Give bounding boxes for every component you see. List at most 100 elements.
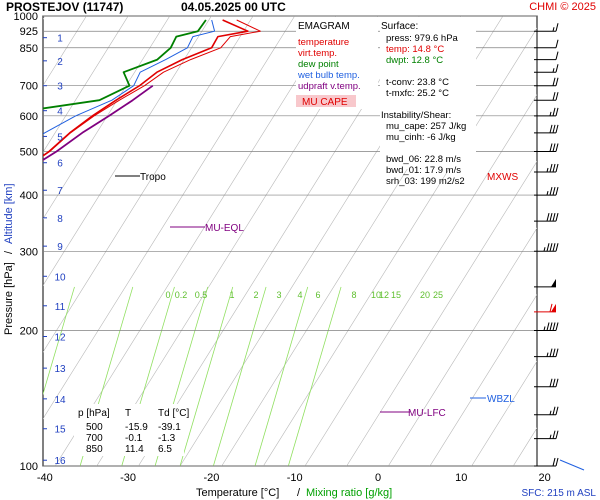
- series-line-wet-bulb-temp-: [43, 19, 216, 135]
- altitude-tick-label: 14: [54, 395, 66, 406]
- wind-barb-full: [549, 243, 553, 252]
- wind-barb-half: [549, 111, 552, 116]
- wind-barb-full: [552, 107, 556, 116]
- surface-stat-line: t-mxfc: 25.2 °C: [386, 88, 449, 99]
- wind-barb-half: [552, 68, 555, 73]
- isotherm-line: [43, 16, 295, 420]
- wind-barb-half: [549, 410, 552, 415]
- mixing-ratio-label: 25: [433, 290, 443, 300]
- mixing-ratio-label: 0.2: [175, 290, 188, 300]
- wind-barb-full: [549, 378, 553, 387]
- wind-barb-full: [555, 143, 559, 152]
- table-cell: 11.4: [125, 444, 144, 455]
- table-cell: 700: [86, 433, 103, 444]
- mixing-ratio-line: [212, 286, 267, 466]
- sfc-height: SFC: 215 m ASL: [522, 488, 597, 499]
- pressure-tick-label: 200: [20, 326, 38, 338]
- altitude-tick-label: 3: [57, 82, 63, 93]
- wind-barb: [534, 107, 559, 117]
- wind-barb-full: [549, 303, 553, 313]
- mu-lfc-label: MU-LFC: [408, 408, 446, 419]
- mixing-ratio-label: 20: [420, 290, 430, 300]
- pressure-tick-label: 1000: [14, 11, 38, 23]
- isotherm-line: [471, 360, 537, 466]
- wind-barb-half: [546, 352, 549, 357]
- wind-barb-full: [555, 39, 559, 48]
- wind-barb-full: [555, 186, 559, 196]
- mixing-ratio-label: 1: [229, 290, 234, 300]
- table-cell: 6.5: [158, 444, 172, 455]
- temperature-tick-label: 10: [455, 472, 467, 484]
- temperature-tick-label: 0: [375, 472, 381, 484]
- table-header: p [hPa]: [78, 408, 110, 419]
- altitude-tick-label: 15: [54, 425, 66, 436]
- legend-entry: virt.temp.: [298, 48, 337, 59]
- credit-link[interactable]: CHMI © 2025: [529, 1, 596, 13]
- altitude-tick-label: 16: [54, 456, 66, 467]
- series-line-dew-point: [43, 19, 207, 110]
- altitude-tick-label: 2: [57, 57, 63, 68]
- wind-barb: [534, 378, 559, 388]
- temperature-tick-label: -30: [120, 472, 136, 484]
- wind-barb: [534, 23, 559, 32]
- pressure-tick-label: 100: [20, 461, 38, 473]
- wind-barb-full: [552, 213, 556, 222]
- table-cell: 850: [86, 444, 103, 455]
- tropo-label: Tropo: [140, 172, 166, 183]
- series-line-temperature: [43, 19, 249, 157]
- wind-barb-full: [555, 348, 559, 357]
- mxws-label: MXWS: [487, 172, 518, 183]
- isotherm-line: [43, 16, 171, 220]
- mixing-ratio-lines: [43, 286, 342, 466]
- mixing-ratio-label: 2: [253, 290, 258, 300]
- mixing-ratio-label: 15: [391, 290, 401, 300]
- legend-entry: temperature: [298, 37, 349, 48]
- temperature-tick-label: -10: [287, 472, 303, 484]
- wind-barb: [534, 430, 559, 440]
- wind-barb-full: [552, 348, 556, 357]
- table-cell: 500: [86, 422, 103, 433]
- surface-stat-line: dwpt: 12.8 °C: [386, 55, 443, 66]
- pressure-ticks: 100 200 300 400 500 600 700 850 925 1000: [14, 11, 38, 473]
- temperature-tick-label: -20: [203, 472, 219, 484]
- altitude-tick-label: 11: [55, 302, 66, 313]
- wind-barb-full: [555, 124, 559, 133]
- surface-stat-line: mu_cinh: -6 J/kg: [386, 132, 456, 143]
- isotherm-line: [43, 16, 254, 353]
- mu-cape-badge-bg: [296, 95, 356, 107]
- pressure-tick-label: 925: [20, 26, 38, 38]
- mixing-ratio-line: [254, 286, 309, 466]
- wind-barb-full: [555, 163, 559, 173]
- table-cell: -0.1: [125, 433, 143, 444]
- surface-box: [380, 17, 476, 169]
- wind-barb: [534, 278, 556, 288]
- surface-stat-line: bwd_01: 17.9 m/s: [386, 165, 461, 176]
- wind-barb: [534, 64, 559, 73]
- temperature-tick-label: -40: [37, 472, 53, 484]
- wind-barb-half: [552, 27, 555, 32]
- wind-barb: [534, 213, 559, 222]
- legend-entry: wet bulb temp.: [297, 70, 360, 81]
- wind-barb-full: [552, 322, 556, 331]
- legend-entry: udpraft v.temp.: [298, 81, 361, 92]
- altitude-tick-label: 9: [57, 242, 63, 253]
- altitude-tick-label: 6: [57, 159, 63, 170]
- wind-barb-full: [555, 51, 559, 60]
- wind-barb-full: [552, 430, 556, 439]
- isotherm-line: [43, 16, 212, 287]
- temperature-ticks: -70-60-50-40-30-20-100102030: [37, 472, 551, 484]
- wind-barb: [534, 143, 559, 152]
- wind-barb-full: [549, 322, 553, 331]
- surface-wind-vector: [559, 459, 585, 471]
- wind-barb-full: [546, 243, 550, 252]
- wind-barb: [534, 243, 559, 252]
- wind-barb-full: [555, 322, 559, 331]
- altitude-tick-label: 7: [57, 186, 63, 197]
- wind-barb-full: [552, 243, 556, 252]
- wind-barb-full: [555, 457, 559, 467]
- y-axis-label-pressure: Pressure [hPa]: [3, 262, 15, 335]
- wind-barb-full: [552, 378, 556, 387]
